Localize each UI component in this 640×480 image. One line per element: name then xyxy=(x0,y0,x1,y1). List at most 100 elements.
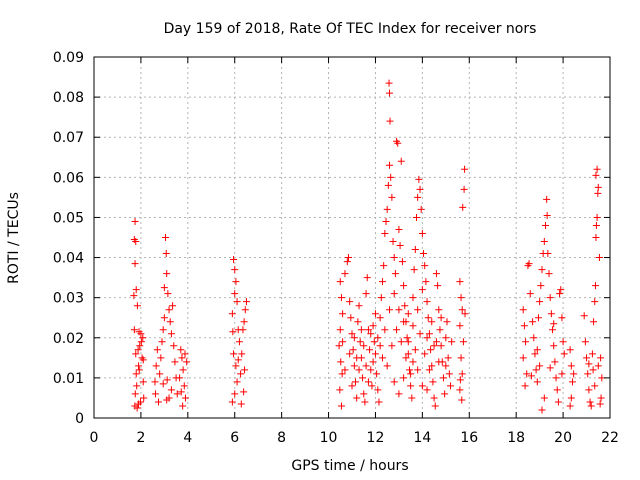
x-tick-label: 18 xyxy=(507,430,525,446)
data-point xyxy=(369,358,377,366)
data-point xyxy=(230,256,238,264)
data-point xyxy=(589,366,597,374)
data-point xyxy=(371,310,379,318)
data-point xyxy=(368,382,376,390)
data-point xyxy=(417,205,425,213)
data-point xyxy=(386,89,394,97)
data-point xyxy=(385,79,393,87)
data-point xyxy=(181,350,189,358)
data-point xyxy=(234,356,242,364)
data-point xyxy=(374,386,382,394)
data-point xyxy=(445,370,453,378)
data-point xyxy=(448,338,456,346)
data-point xyxy=(228,310,236,318)
data-point xyxy=(597,394,605,402)
data-point xyxy=(369,322,377,330)
data-point xyxy=(239,326,247,334)
data-point xyxy=(442,362,450,370)
data-point xyxy=(592,171,600,179)
data-point xyxy=(235,338,243,346)
data-point xyxy=(404,310,412,318)
data-point xyxy=(461,165,469,173)
data-point xyxy=(456,376,464,384)
data-point xyxy=(163,270,171,278)
data-point xyxy=(336,278,344,286)
data-point xyxy=(395,225,403,233)
data-point xyxy=(232,362,240,370)
data-point xyxy=(160,284,168,292)
data-point xyxy=(431,402,439,410)
data-point xyxy=(157,354,165,362)
data-point xyxy=(409,322,417,330)
data-point xyxy=(553,386,561,394)
x-tick-label: 0 xyxy=(90,430,99,446)
data-point xyxy=(540,238,548,246)
data-point xyxy=(597,354,605,362)
data-point xyxy=(349,346,357,354)
data-point xyxy=(407,370,415,378)
data-point xyxy=(460,185,468,193)
data-point xyxy=(525,260,533,268)
data-point xyxy=(458,396,466,404)
data-point xyxy=(165,306,173,314)
data-point xyxy=(171,358,179,366)
data-point xyxy=(398,258,406,266)
data-point xyxy=(447,382,455,390)
data-point xyxy=(550,342,558,350)
data-point xyxy=(458,370,466,378)
data-point xyxy=(458,306,466,314)
data-point xyxy=(134,346,142,354)
data-point xyxy=(428,318,436,326)
data-point xyxy=(543,195,551,203)
data-point xyxy=(135,400,143,408)
data-point xyxy=(367,330,375,338)
data-point xyxy=(594,189,602,197)
data-point xyxy=(556,290,564,298)
data-point xyxy=(581,338,589,346)
data-point xyxy=(414,366,422,374)
data-point xyxy=(587,402,595,410)
data-point xyxy=(390,290,398,298)
data-point xyxy=(435,358,443,366)
y-tick-label: 0.04 xyxy=(53,251,84,267)
data-point xyxy=(459,338,467,346)
data-point xyxy=(414,193,422,201)
x-tick-label: 10 xyxy=(320,430,338,446)
data-point xyxy=(371,350,379,358)
data-point xyxy=(139,334,147,342)
data-point xyxy=(167,386,175,394)
x-tick-label: 8 xyxy=(277,430,286,446)
data-point xyxy=(404,350,412,358)
data-point xyxy=(534,314,542,322)
data-point xyxy=(592,221,600,229)
data-point xyxy=(339,310,347,318)
data-point xyxy=(355,302,363,310)
data-point xyxy=(382,217,390,225)
data-point xyxy=(456,278,464,286)
data-point xyxy=(441,390,449,398)
axis-ticks xyxy=(93,56,611,419)
data-point xyxy=(348,382,356,390)
y-tick-label: 0.08 xyxy=(53,90,84,106)
data-point xyxy=(173,390,181,398)
data-point xyxy=(350,334,358,342)
data-point xyxy=(374,334,382,342)
data-point xyxy=(427,346,435,354)
data-point xyxy=(181,394,189,402)
data-point xyxy=(383,205,391,213)
data-point xyxy=(153,346,161,354)
data-point xyxy=(347,314,355,322)
data-point xyxy=(390,378,398,386)
data-point xyxy=(404,338,412,346)
data-point xyxy=(179,366,187,374)
data-point xyxy=(380,262,388,270)
data-point xyxy=(531,350,539,358)
data-point xyxy=(595,254,603,262)
data-point xyxy=(155,398,162,406)
data-point xyxy=(343,258,351,266)
data-point xyxy=(376,314,384,322)
data-point xyxy=(373,370,381,378)
data-point xyxy=(536,362,544,370)
data-point xyxy=(559,338,567,346)
